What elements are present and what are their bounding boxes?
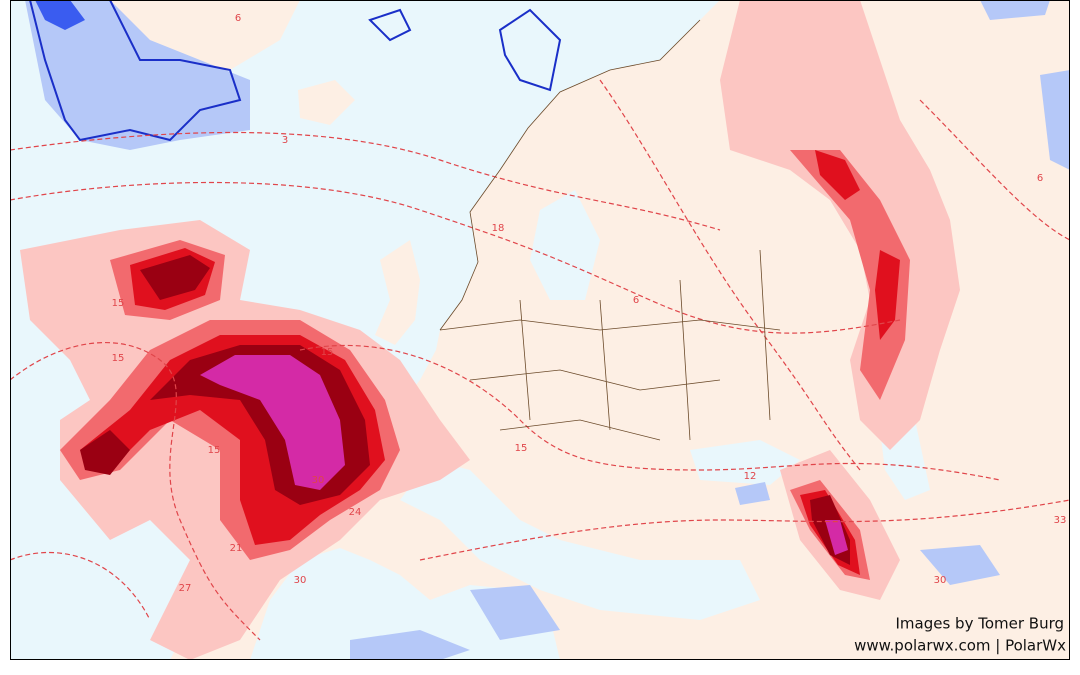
cold-area xyxy=(470,585,560,640)
contour-label: 12 xyxy=(744,471,757,482)
contour-label: 18 xyxy=(492,223,505,234)
contour-label: 30 xyxy=(312,475,325,486)
map-body xyxy=(10,0,1070,660)
cold-area xyxy=(920,545,1000,585)
cold-area xyxy=(350,630,470,660)
contour-label: 15 xyxy=(515,443,528,454)
cold-area xyxy=(25,0,250,150)
sea xyxy=(530,190,600,300)
map-frame xyxy=(10,0,1070,660)
contour-label: 24 xyxy=(349,507,362,518)
land xyxy=(375,240,420,345)
country-border xyxy=(439,249,781,441)
contour-label: 30 xyxy=(294,575,307,586)
cold-contour xyxy=(368,8,412,42)
extreme-area xyxy=(140,255,210,300)
contour-label: 33 xyxy=(1054,515,1067,526)
contour-label: 27 xyxy=(179,583,192,594)
contour-label: 6 xyxy=(633,295,639,306)
temperature-contour xyxy=(419,499,1070,561)
temperature-contour xyxy=(10,131,721,231)
contour-label: 3 xyxy=(282,135,288,146)
temperature-contour xyxy=(599,79,861,471)
cold-contour xyxy=(29,0,242,142)
cold-area xyxy=(735,482,770,505)
contour-label: 6 xyxy=(235,13,241,24)
very-hot-area xyxy=(875,250,900,340)
sea xyxy=(400,460,760,620)
record-area xyxy=(200,355,345,490)
contour-label: 15 xyxy=(112,298,125,309)
coastline xyxy=(439,19,701,331)
sea xyxy=(690,440,800,485)
cold-area xyxy=(35,0,85,30)
temperature-contour xyxy=(10,342,261,641)
very-hot-area xyxy=(815,150,860,200)
cold-area xyxy=(980,0,1050,20)
extreme-area xyxy=(80,430,130,475)
contour-label: 15 xyxy=(321,347,334,358)
contour-label: 30 xyxy=(934,575,947,586)
cold-contour xyxy=(498,8,562,92)
cold-area xyxy=(1040,70,1070,170)
record-area xyxy=(825,520,848,555)
credit-author: Images by Tomer Burg xyxy=(895,615,1064,633)
credit-site: www.polarwx.com | PolarWx xyxy=(854,637,1066,655)
temperature-contour xyxy=(10,552,151,621)
temperature-contour xyxy=(299,345,1001,481)
contour-label: 6 xyxy=(1037,173,1043,184)
land xyxy=(298,80,355,125)
contour-label: 15 xyxy=(208,445,221,456)
temperature-contour xyxy=(919,99,1070,241)
contour-label: 21 xyxy=(230,543,243,554)
contour-label: 15 xyxy=(112,353,125,364)
